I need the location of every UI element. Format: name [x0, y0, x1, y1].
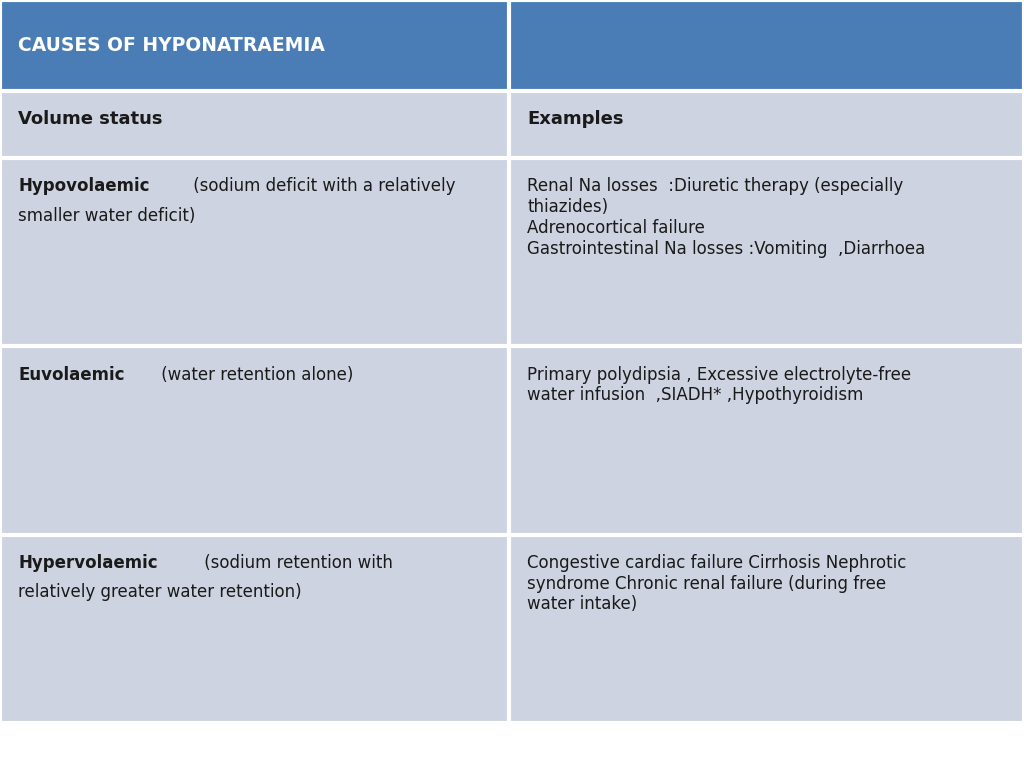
Text: Primary polydipsia , Excessive electrolyte-free
water infusion  ,SIADH* ,Hypothy: Primary polydipsia , Excessive electroly… [527, 366, 911, 405]
Text: relatively greater water retention): relatively greater water retention) [18, 583, 302, 601]
Bar [0, 91, 509, 158]
Bar [509, 158, 1024, 346]
Text: Ag: Ag [18, 554, 40, 571]
Bar [509, 535, 1024, 723]
Text: Hypovolaemic: Hypovolaemic [18, 177, 150, 195]
Bar [0, 535, 509, 723]
Text: Volume status: Volume status [18, 110, 163, 127]
Text: Renal Na losses  :Diuretic therapy (especially
thiazides)
Adrenocortical failure: Renal Na losses :Diuretic therapy (espec… [527, 177, 926, 258]
Bar [509, 346, 1024, 535]
Bar [0, 346, 509, 535]
Bar [0, 0, 509, 91]
Text: Congestive cardiac failure Cirrhosis Nephrotic
syndrome Chronic renal failure (d: Congestive cardiac failure Cirrhosis Nep… [527, 554, 906, 614]
Text: Ag: Ag [18, 177, 40, 195]
Text: (sodium retention with: (sodium retention with [199, 554, 392, 571]
Bar [509, 0, 1024, 91]
Text: (water retention alone): (water retention alone) [156, 366, 353, 383]
Bar [509, 91, 1024, 158]
Text: Examples: Examples [527, 110, 624, 127]
Text: (sodium deficit with a relatively: (sodium deficit with a relatively [188, 177, 456, 195]
Bar [0, 158, 509, 346]
Text: Hypervolaemic: Hypervolaemic [18, 554, 158, 571]
Text: Euvolaemic: Euvolaemic [18, 366, 125, 383]
Text: CAUSES OF HYPONATRAEMIA: CAUSES OF HYPONATRAEMIA [18, 36, 326, 55]
Text: smaller water deficit): smaller water deficit) [18, 207, 196, 224]
